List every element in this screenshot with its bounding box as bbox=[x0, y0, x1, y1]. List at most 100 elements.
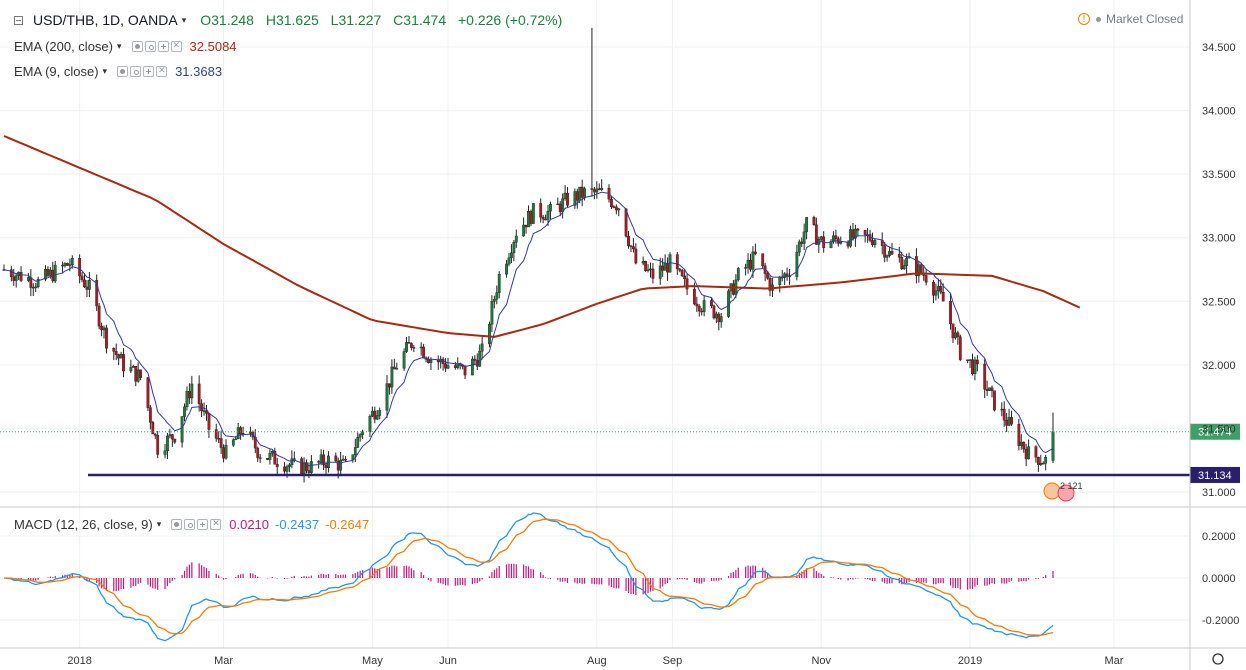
candle-body bbox=[214, 429, 218, 439]
candle-body bbox=[231, 439, 235, 446]
candle-body bbox=[222, 447, 225, 459]
candle-body bbox=[336, 460, 340, 471]
candle-body bbox=[36, 278, 40, 288]
candle-body bbox=[988, 387, 991, 391]
candle-body bbox=[736, 268, 740, 281]
candle-body bbox=[853, 228, 857, 239]
chevron-down-icon[interactable]: ▾ bbox=[102, 65, 108, 76]
price-tick-label: 34.500 bbox=[1202, 42, 1236, 54]
candle-body bbox=[492, 298, 496, 302]
candle-body bbox=[324, 464, 328, 469]
macd-label[interactable]: MACD (12, 26, close, 9) bbox=[14, 516, 153, 532]
event-badge-text: 2 121 bbox=[1060, 481, 1083, 491]
close-icon[interactable] bbox=[170, 40, 182, 52]
eye-icon[interactable] bbox=[131, 40, 143, 52]
candle-body bbox=[136, 369, 140, 382]
plus-icon[interactable] bbox=[157, 40, 169, 52]
candle-body bbox=[785, 273, 789, 277]
candle-body bbox=[258, 457, 262, 459]
gear-icon[interactable] bbox=[184, 518, 196, 530]
candle-body bbox=[527, 210, 530, 228]
candle-body bbox=[1027, 446, 1031, 460]
candle-body bbox=[753, 251, 757, 254]
candle-body bbox=[390, 366, 394, 388]
candle-body bbox=[834, 235, 838, 239]
collapse-icon[interactable] bbox=[14, 15, 23, 25]
candle-body bbox=[407, 342, 411, 344]
candle-body bbox=[151, 422, 155, 435]
candle-body bbox=[712, 305, 716, 319]
chevron-down-icon[interactable]: ▾ bbox=[117, 40, 122, 51]
close-icon[interactable] bbox=[210, 518, 222, 530]
warning-icon[interactable]: ! bbox=[1078, 13, 1090, 25]
candle-body bbox=[539, 203, 543, 218]
chevron-down-icon[interactable]: ▾ bbox=[156, 518, 162, 529]
ohlc-readout: O31.248 H31.625 L31.227 C31.474 +0.226 (… bbox=[200, 12, 570, 28]
plus-icon[interactable] bbox=[143, 65, 155, 77]
candle-body bbox=[168, 434, 172, 437]
candle-body bbox=[497, 274, 501, 293]
candle-body bbox=[800, 241, 804, 244]
candle-body bbox=[283, 466, 286, 472]
candle-body bbox=[368, 416, 372, 433]
ema9-polyline bbox=[3, 191, 1054, 467]
plus-icon[interactable] bbox=[197, 518, 209, 530]
eye-icon[interactable] bbox=[171, 518, 183, 530]
close-icon[interactable] bbox=[156, 65, 168, 77]
overlays: 31.474 31.134 2 121 bbox=[0, 423, 1240, 502]
gear-icon[interactable] bbox=[144, 40, 156, 52]
candle-body bbox=[1010, 417, 1013, 425]
candle-body bbox=[410, 343, 413, 348]
candle-body bbox=[285, 466, 289, 472]
candle-body bbox=[1005, 420, 1009, 426]
candle-body bbox=[629, 245, 633, 248]
candle-body bbox=[954, 332, 957, 339]
candle-body bbox=[678, 268, 682, 271]
candle-body bbox=[46, 268, 50, 276]
gear-icon[interactable] bbox=[130, 65, 142, 77]
candle-body bbox=[973, 359, 977, 375]
candle-body bbox=[717, 313, 721, 323]
last-price-label-bg bbox=[1190, 423, 1240, 440]
candle-body bbox=[87, 280, 91, 290]
settings-gear-icon bbox=[1212, 653, 1224, 665]
candle-body bbox=[819, 236, 823, 240]
candle-body bbox=[951, 323, 955, 339]
candle-body bbox=[802, 231, 806, 244]
candle-body bbox=[897, 254, 901, 258]
candle-body bbox=[719, 316, 723, 323]
ema200-label[interactable]: EMA (200, close) bbox=[14, 38, 113, 54]
candle-body bbox=[202, 410, 206, 412]
candle-body bbox=[936, 286, 940, 291]
candle-body bbox=[361, 431, 365, 435]
candle-body bbox=[219, 438, 223, 448]
chevron-down-icon[interactable]: ▾ bbox=[181, 14, 187, 25]
candle-body bbox=[746, 260, 750, 268]
symbol-title[interactable]: USD/THB, 1D, OANDA bbox=[33, 12, 178, 28]
candle-body bbox=[1044, 457, 1048, 464]
candle-body bbox=[351, 454, 355, 460]
candle-body bbox=[968, 359, 972, 361]
macd-signal-line bbox=[3, 518, 1054, 636]
candle-body bbox=[1022, 441, 1026, 450]
candle-body bbox=[241, 432, 245, 435]
candle-body bbox=[300, 458, 304, 475]
ema9-label[interactable]: EMA (9, close) bbox=[14, 63, 99, 79]
candle-body bbox=[307, 470, 311, 473]
ema9-line bbox=[3, 191, 1054, 467]
candle-body bbox=[634, 248, 638, 264]
chart-grid bbox=[0, 0, 1190, 648]
candle-body bbox=[700, 310, 704, 313]
market-status: ! Market Closed bbox=[1078, 12, 1183, 26]
candle-body bbox=[732, 283, 735, 295]
candle-body bbox=[905, 257, 909, 266]
eye-icon[interactable] bbox=[117, 65, 129, 77]
candle-body bbox=[949, 300, 952, 324]
candle-body bbox=[273, 451, 277, 465]
time-tick-label: 2019 bbox=[958, 655, 982, 667]
candle-body bbox=[522, 224, 526, 237]
candle-body bbox=[190, 383, 194, 399]
candle-body bbox=[614, 206, 618, 211]
